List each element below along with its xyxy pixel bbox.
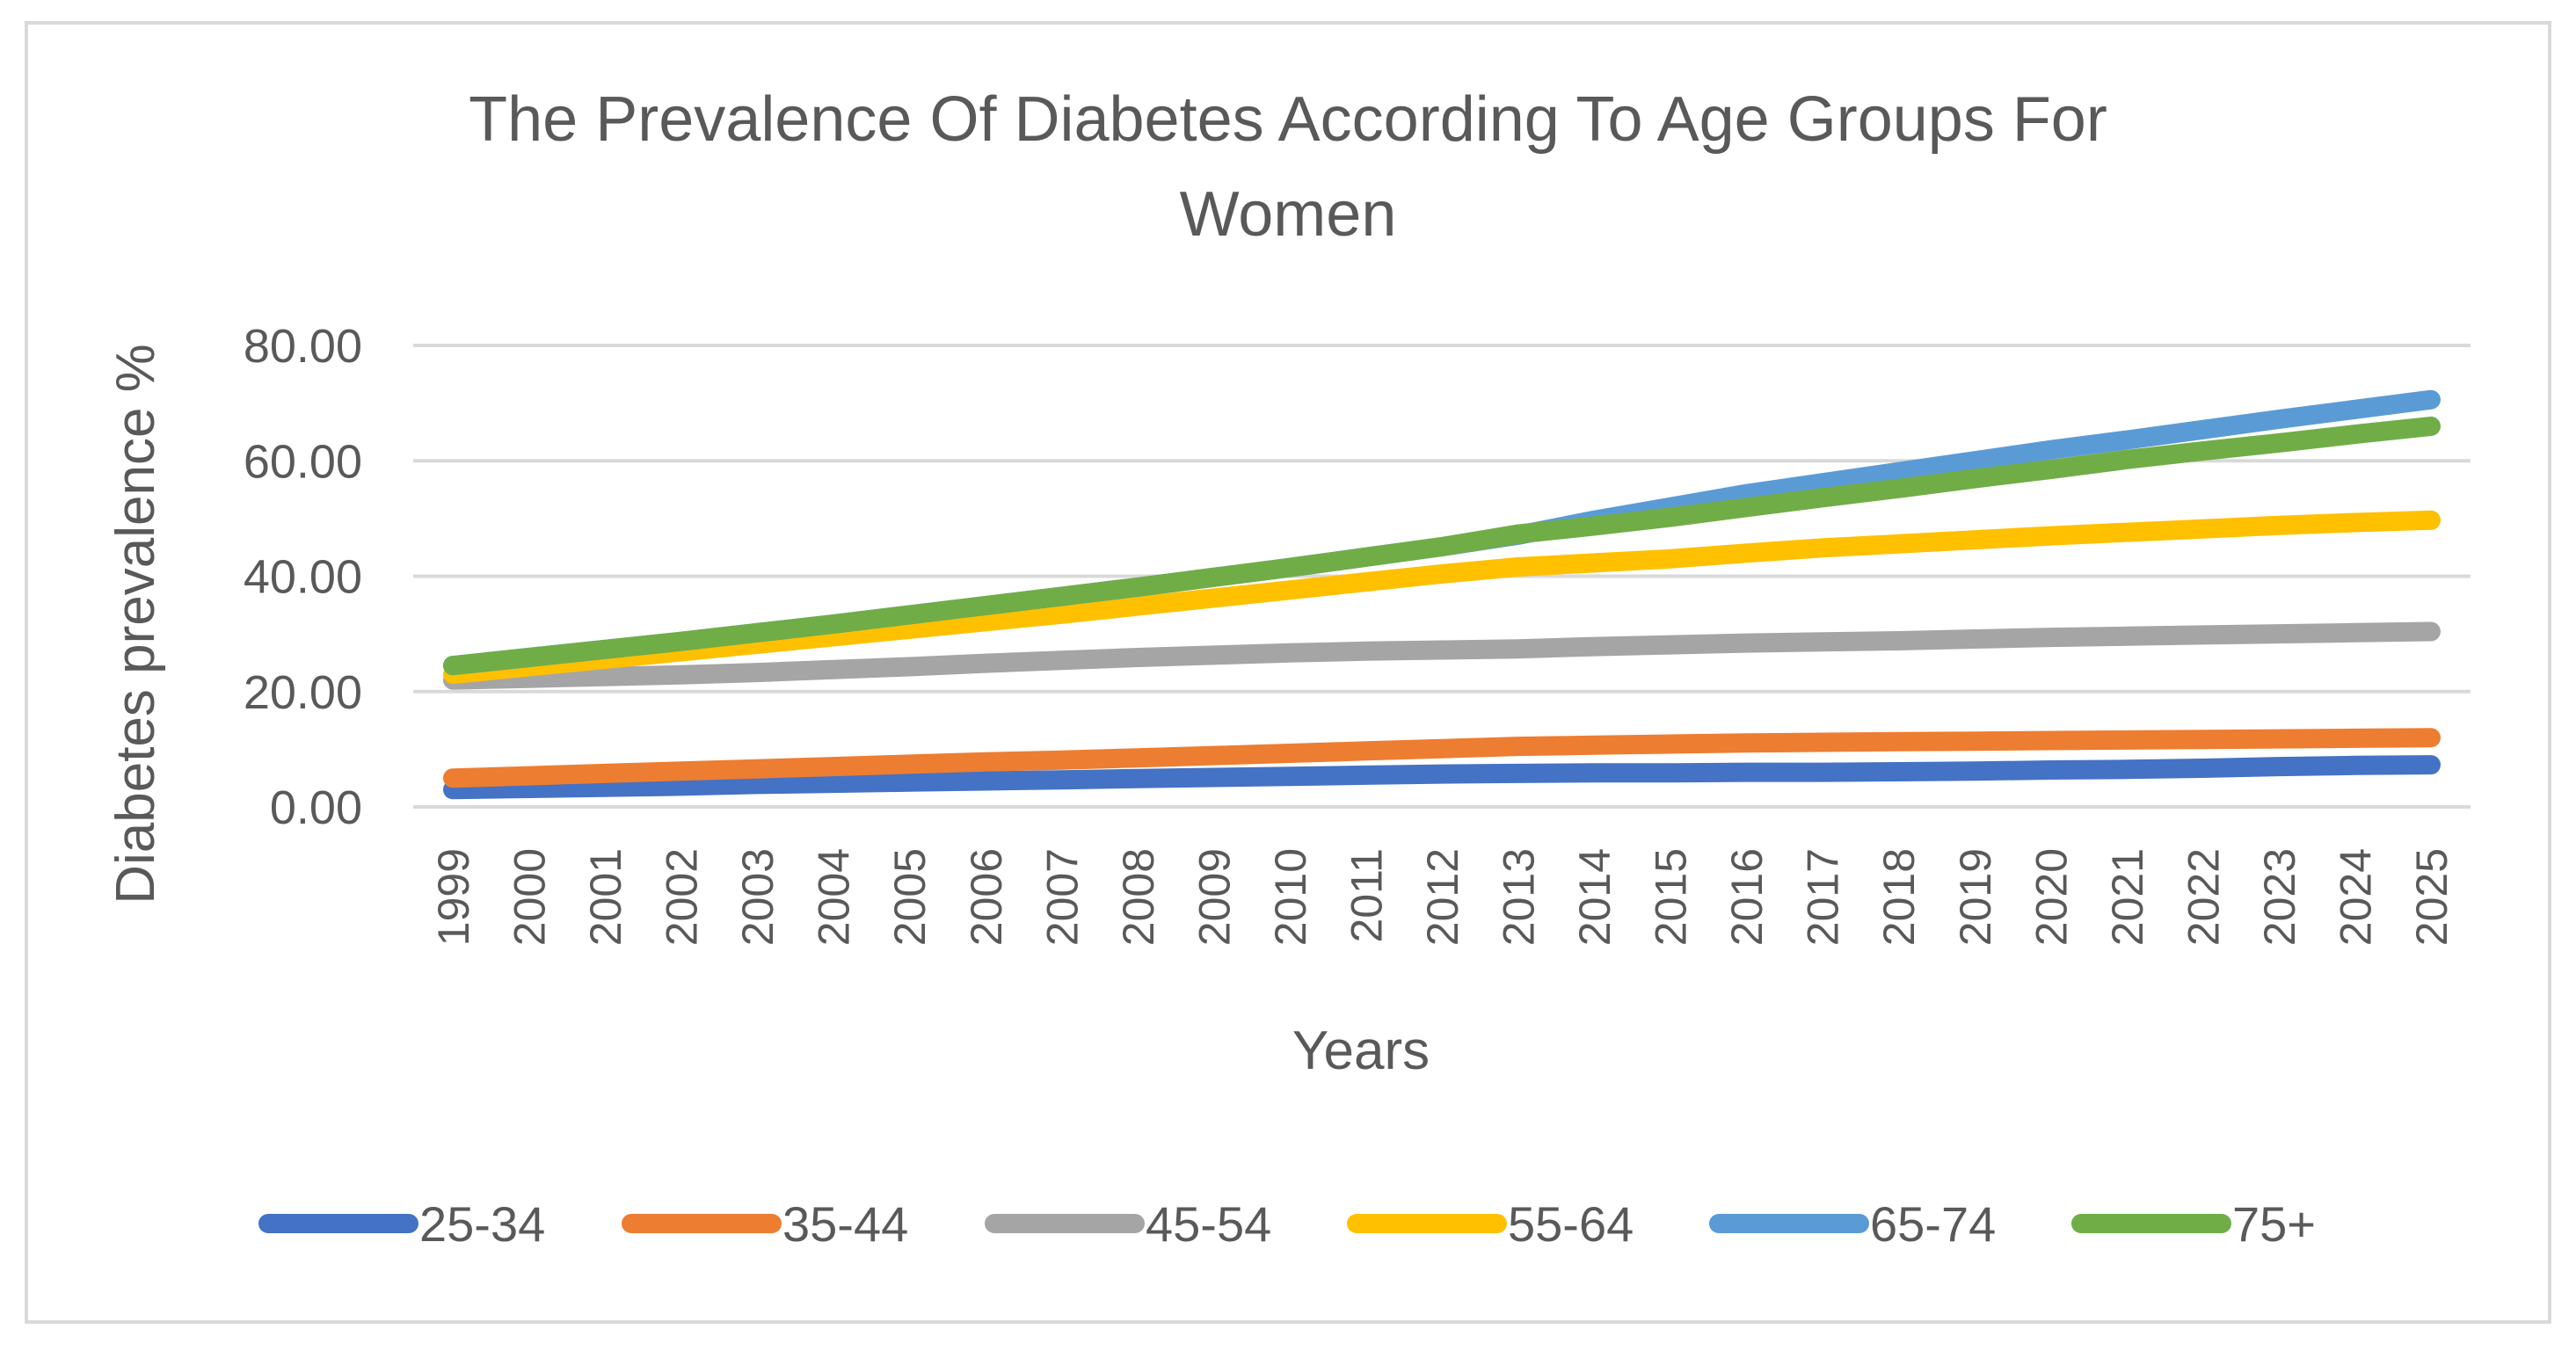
- x-tick-label: 2008: [1114, 848, 1163, 946]
- x-tick-label: 2003: [733, 848, 782, 946]
- y-axis-ticks: 0.00 20.00 40.00 60.00 80.00: [244, 320, 362, 834]
- y-tick-label: 60.00: [244, 435, 362, 488]
- x-tick-label: 2013: [1495, 848, 1544, 946]
- x-tick-label: 2012: [1418, 848, 1467, 946]
- series-35-44: [443, 728, 2441, 788]
- y-tick-label: 0.00: [270, 781, 362, 834]
- x-axis-ticks: 1999 2000 2001 2002 2003 2004 2005 2006 2007 2008…: [429, 848, 2456, 946]
- x-tick-label: 2017: [1799, 848, 1848, 946]
- y-tick-label: 20.00: [244, 666, 362, 719]
- x-tick-label: 2010: [1266, 848, 1315, 946]
- legend-item-55-64: 55-64: [1347, 1196, 1634, 1252]
- x-tick-label: 2016: [1722, 848, 1772, 946]
- x-tick-label: 2009: [1190, 848, 1239, 946]
- series-45-54: [443, 621, 2441, 690]
- series-line: [443, 728, 2441, 788]
- x-tick-label: 2024: [2331, 848, 2380, 946]
- series-25-34: [443, 755, 2441, 800]
- y-axis-title: Diabetes prevalence %: [106, 344, 166, 904]
- series-line: [443, 621, 2441, 690]
- y-tick-label: 40.00: [244, 551, 362, 604]
- legend-label: 25-34: [419, 1196, 545, 1252]
- x-tick-label: 2023: [2255, 848, 2304, 946]
- legend: 25-34 35-44 45-54 55-64 65-74 75+: [258, 1196, 2316, 1252]
- x-tick-label: 2018: [1874, 848, 1924, 946]
- x-tick-label: 2011: [1342, 848, 1391, 943]
- x-tick-label: 2000: [506, 848, 555, 946]
- series-line: [443, 755, 2441, 800]
- legend-label: 65-74: [1870, 1196, 1996, 1252]
- x-tick-label: 2006: [962, 848, 1011, 946]
- chart-title-line-2: Women: [1180, 179, 1397, 250]
- legend-label: 55-64: [1508, 1196, 1634, 1252]
- x-tick-label: 2022: [2179, 848, 2228, 946]
- x-tick-label: 2020: [2027, 848, 2076, 946]
- legend-item-35-44: 35-44: [622, 1196, 908, 1252]
- x-tick-label: 2014: [1570, 848, 1619, 946]
- x-tick-label: 2005: [885, 848, 935, 946]
- legend-item-75+: 75+: [2071, 1196, 2316, 1252]
- series-line: [443, 416, 2441, 676]
- legend-label: 45-54: [1146, 1196, 1271, 1252]
- legend-label: 75+: [2232, 1196, 2316, 1252]
- legend-item-65-74: 65-74: [1709, 1196, 1996, 1252]
- x-tick-label: 2001: [581, 848, 630, 946]
- legend-label: 35-44: [782, 1196, 908, 1252]
- x-tick-label: 2021: [2103, 848, 2152, 946]
- series-lines: [443, 389, 2441, 800]
- y-tick-label: 80.00: [244, 320, 362, 373]
- legend-item-25-34: 25-34: [258, 1196, 545, 1252]
- x-tick-label: 2019: [1951, 848, 2000, 946]
- x-tick-label: 2004: [810, 848, 859, 946]
- chart-title-line-1: The Prevalence Of Diabetes According To …: [469, 84, 2107, 155]
- x-tick-label: 2007: [1037, 848, 1087, 946]
- series-55-64: [443, 510, 2441, 685]
- x-tick-label: 1999: [429, 848, 478, 946]
- x-tick-label: 2002: [658, 848, 707, 946]
- x-tick-label: 2015: [1647, 848, 1696, 946]
- x-tick-label: 2025: [2407, 848, 2456, 946]
- x-axis-title: Years: [1292, 1021, 1430, 1081]
- legend-item-45-54: 45-54: [985, 1196, 1271, 1252]
- series-line: [443, 510, 2441, 685]
- series-75+: [443, 416, 2441, 676]
- gridlines: [413, 344, 2470, 809]
